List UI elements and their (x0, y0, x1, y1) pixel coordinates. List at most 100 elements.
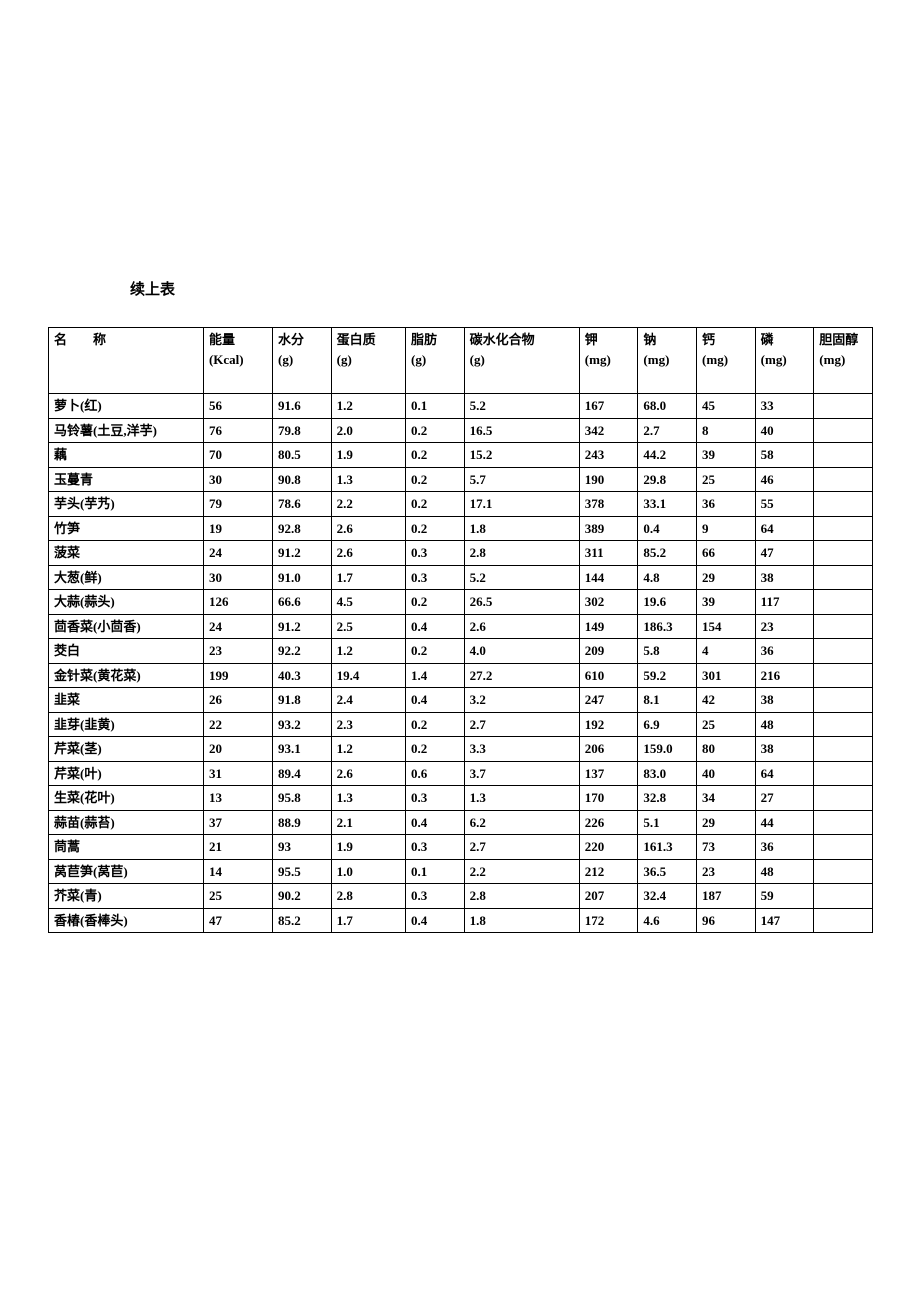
table-cell: 226 (579, 810, 638, 835)
table-cell: 0.1 (406, 859, 465, 884)
table-cell: 58 (755, 443, 814, 468)
header-label: 胆固醇 (819, 330, 868, 350)
table-cell: 6.2 (464, 810, 579, 835)
table-cell: 36 (755, 835, 814, 860)
table-cell: 301 (697, 663, 756, 688)
table-row: 竹笋1992.82.60.21.83890.4964 (49, 516, 873, 541)
table-cell: 199 (203, 663, 272, 688)
table-cell: 韭芽(韭黄) (49, 712, 204, 737)
table-row: 韭芽(韭黄)2293.22.30.22.71926.92548 (49, 712, 873, 737)
table-cell: 0.3 (406, 786, 465, 811)
table-cell: 4.8 (638, 565, 697, 590)
table-cell: 大葱(鲜) (49, 565, 204, 590)
table-cell: 玉蔓青 (49, 467, 204, 492)
table-cell: 48 (755, 712, 814, 737)
table-cell: 24 (203, 541, 272, 566)
table-cell: 32.8 (638, 786, 697, 811)
table-cell (814, 614, 873, 639)
table-cell: 83.0 (638, 761, 697, 786)
table-cell: 56 (203, 394, 272, 419)
table-cell: 24 (203, 614, 272, 639)
table-row: 蒜苗(蒜苔)3788.92.10.46.22265.12944 (49, 810, 873, 835)
table-cell: 竹笋 (49, 516, 204, 541)
table-cell: 247 (579, 688, 638, 713)
table-cell: 3.2 (464, 688, 579, 713)
table-cell: 45 (697, 394, 756, 419)
table-cell (814, 737, 873, 762)
table-cell: 33 (755, 394, 814, 419)
table-cell: 2.7 (464, 712, 579, 737)
header-unit: (g) (470, 350, 575, 370)
table-row: 芹菜(叶)3189.42.60.63.713783.04064 (49, 761, 873, 786)
nutrition-table: 名 称 能量 (Kcal) 水分 (g) 蛋白质 (g) 脂肪 (g) (48, 327, 873, 933)
table-cell: 76 (203, 418, 272, 443)
table-body: 萝卜(红)5691.61.20.15.216768.04533马铃薯(土豆,洋芋… (49, 394, 873, 933)
header-label: 钠 (643, 330, 692, 350)
table-row: 芋头(芋艿)7978.62.20.217.137833.13655 (49, 492, 873, 517)
table-cell: 70 (203, 443, 272, 468)
table-cell: 209 (579, 639, 638, 664)
table-cell: 31 (203, 761, 272, 786)
table-header: 名 称 能量 (Kcal) 水分 (g) 蛋白质 (g) 脂肪 (g) (49, 328, 873, 394)
table-cell: 40.3 (273, 663, 332, 688)
table-cell: 302 (579, 590, 638, 615)
table-row: 萝卜(红)5691.61.20.15.216768.04533 (49, 394, 873, 419)
table-cell: 46 (755, 467, 814, 492)
table-cell: 33.1 (638, 492, 697, 517)
table-cell: 2.8 (464, 541, 579, 566)
table-cell: 19.6 (638, 590, 697, 615)
table-row: 茭白2392.21.20.24.02095.8436 (49, 639, 873, 664)
table-cell: 64 (755, 516, 814, 541)
table-cell (814, 394, 873, 419)
table-cell: 170 (579, 786, 638, 811)
table-cell: 216 (755, 663, 814, 688)
table-row: 马铃薯(土豆,洋芋)7679.82.00.216.53422.7840 (49, 418, 873, 443)
table-cell (814, 884, 873, 909)
table-cell: 5.2 (464, 565, 579, 590)
table-cell: 80 (697, 737, 756, 762)
table-cell: 芹菜(茎) (49, 737, 204, 762)
table-cell: 55 (755, 492, 814, 517)
table-cell: 93.1 (273, 737, 332, 762)
table-cell: 13 (203, 786, 272, 811)
header-unit: (g) (278, 350, 327, 370)
table-cell: 378 (579, 492, 638, 517)
table-cell: 1.3 (331, 786, 405, 811)
table-cell (814, 541, 873, 566)
table-cell: 20 (203, 737, 272, 762)
table-cell (814, 443, 873, 468)
table-cell: 1.8 (464, 516, 579, 541)
table-cell: 4.0 (464, 639, 579, 664)
table-cell (814, 565, 873, 590)
table-cell: 66.6 (273, 590, 332, 615)
table-cell: 26.5 (464, 590, 579, 615)
header-label: 名 称 (54, 330, 199, 350)
table-cell: 59.2 (638, 663, 697, 688)
table-row: 菠菜2491.22.60.32.831185.26647 (49, 541, 873, 566)
table-cell: 芥菜(青) (49, 884, 204, 909)
table-cell: 8 (697, 418, 756, 443)
table-cell: 161.3 (638, 835, 697, 860)
table-cell: 30 (203, 467, 272, 492)
table-cell: 95.8 (273, 786, 332, 811)
table-cell: 93 (273, 835, 332, 860)
table-cell: 2.7 (638, 418, 697, 443)
header-label: 磷 (761, 330, 810, 350)
table-cell: 茼蒿 (49, 835, 204, 860)
header-unit: (Kcal) (209, 350, 268, 370)
table-cell: 1.9 (331, 835, 405, 860)
table-cell (814, 492, 873, 517)
table-cell: 610 (579, 663, 638, 688)
table-row: 藕7080.51.90.215.224344.23958 (49, 443, 873, 468)
table-cell: 2.6 (331, 541, 405, 566)
table-row: 生菜(花叶)1395.81.30.31.317032.83427 (49, 786, 873, 811)
table-cell: 23 (755, 614, 814, 639)
table-cell: 0.4 (406, 908, 465, 933)
table-cell: 2.6 (331, 516, 405, 541)
table-cell: 80.5 (273, 443, 332, 468)
table-cell: 0.3 (406, 565, 465, 590)
table-cell: 27.2 (464, 663, 579, 688)
table-cell: 91.2 (273, 541, 332, 566)
table-cell: 6.9 (638, 712, 697, 737)
table-cell: 91.2 (273, 614, 332, 639)
